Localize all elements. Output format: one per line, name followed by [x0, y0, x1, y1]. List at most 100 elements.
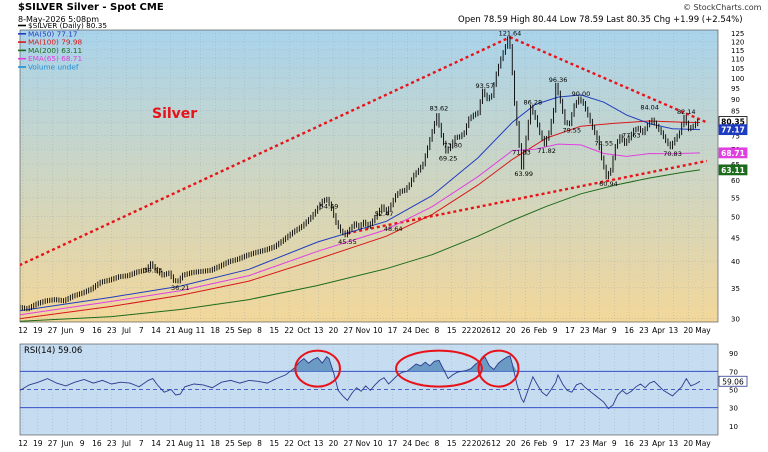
trendline	[347, 159, 708, 235]
rsi-tick-label: 10	[729, 423, 738, 431]
x-tick-label: 8	[257, 439, 262, 448]
legend-label: $SILVER (Daily) 80.35	[28, 21, 107, 30]
ma200-line	[20, 169, 701, 322]
price-tick-label: 100	[731, 75, 744, 83]
moving-averages	[20, 94, 701, 322]
price-tick-label: 95	[731, 85, 740, 93]
ohlc-readout: Open 78.59 High 80.44 Low 78.59 Last 80.…	[458, 15, 743, 25]
price-tick-label: 75	[731, 132, 740, 140]
price-label: 63.99	[514, 170, 533, 178]
x-tick-label: 23	[639, 326, 649, 335]
x-tick-label: 12	[491, 326, 501, 335]
x-tick-label: 16	[92, 326, 102, 335]
rsi-tick-label: 70	[729, 368, 738, 376]
price-tick-label: 110	[731, 56, 744, 64]
x-tick-label: 22	[284, 439, 294, 448]
x-tick-label: 20	[506, 439, 516, 448]
x-tick-label: Dec	[415, 326, 430, 335]
right-badge-label: 68.71	[721, 149, 745, 158]
x-tick-label: 15	[270, 326, 280, 335]
x-tick-label: Jul	[121, 439, 131, 448]
x-tick-label: 22	[462, 439, 472, 448]
x-axis-top: 12 19 27 Jun 9 16 23 Jul 7 14 21 Aug 11 18 25 Sep 8 15 22 O…	[18, 326, 711, 335]
x-tick-label: 27	[48, 439, 58, 448]
price-label: 74.55	[595, 140, 614, 148]
rsi-y-axis: 10 30 50 70 90	[729, 350, 738, 431]
rsi-highlight-circle	[395, 349, 483, 388]
x-tick-label: Mar	[592, 439, 607, 448]
price-label: 77.63	[622, 131, 641, 139]
x-tick-label: 21	[166, 439, 176, 448]
x-tick-label: 10	[373, 326, 383, 335]
x-tick-label: 13	[314, 326, 324, 335]
x-tick-label: 15	[447, 439, 457, 448]
x-tick-label: 9	[80, 439, 85, 448]
price-panel	[19, 29, 719, 323]
x-tick-label: 15	[270, 439, 280, 448]
x-tick-label: 20	[329, 326, 339, 335]
x-tick-label: 9	[612, 326, 617, 335]
x-tick-label: Feb	[534, 439, 548, 448]
rsi-highlight-circle	[477, 349, 520, 388]
x-tick-label: 27	[48, 326, 58, 335]
x-tick-label: 16	[624, 326, 634, 335]
rsi-tick-label: 50	[729, 387, 738, 395]
price-tick-label: 55	[731, 194, 740, 202]
x-tick-label: 8	[435, 439, 440, 448]
x-tick-label: 19	[33, 326, 43, 335]
x-tick-label: 14	[151, 326, 161, 335]
price-label: 48.64	[384, 225, 403, 233]
x-tick-label: 8	[257, 326, 262, 335]
x-tick-label: 25	[225, 439, 235, 448]
x-tick-label: 14	[151, 439, 161, 448]
trendlines	[20, 36, 708, 267]
rsi-line	[20, 355, 701, 410]
x-tick-label: Sep	[238, 439, 252, 448]
price-tick-label: 50	[731, 213, 740, 221]
x-tick-label: Sep	[238, 326, 252, 335]
rsi-highlight-circle	[294, 349, 341, 388]
x-tick-label: 7	[139, 439, 144, 448]
price-label: 79.55	[562, 127, 581, 135]
x-tick-label: 20	[506, 326, 516, 335]
right-badge-box	[718, 147, 748, 159]
x-tick-label: 17	[388, 439, 398, 448]
rsi-circles	[294, 349, 520, 388]
x-tick-label: 12	[18, 439, 28, 448]
right-badge-label: 80.35	[721, 118, 745, 127]
x-tick-label: Jul	[121, 326, 131, 335]
x-tick-label: 23	[580, 326, 590, 335]
ma100-line	[20, 120, 701, 320]
x-tick-label: 17	[565, 439, 575, 448]
rsi-badge-label: 59.06	[722, 377, 744, 386]
price-label: 71.33	[512, 148, 531, 156]
chart-symbol: $SILVER Silver - Spot CME	[18, 2, 164, 13]
price-tick-label: 30	[731, 316, 740, 324]
x-tick-label: 16	[92, 439, 102, 448]
x-tick-label: Apr	[652, 439, 666, 448]
price-label: 71.82	[537, 147, 556, 155]
x-tick-label: May	[695, 326, 711, 335]
x-tick-label: 23	[580, 439, 590, 448]
x-tick-label: 11	[196, 439, 206, 448]
legend-label: MA(50) 77.17	[28, 29, 78, 38]
price-label: 36.21	[171, 284, 190, 292]
x-tick-label: Oct	[297, 326, 310, 335]
x-tick-label: 23	[639, 439, 649, 448]
x-tick-label: 18	[210, 326, 220, 335]
trendline	[20, 36, 511, 267]
price-tick-label: 125	[731, 30, 744, 38]
price-tick-label: 105	[731, 65, 744, 73]
x-tick-label: 20	[329, 439, 339, 448]
x-tick-label: 17	[388, 326, 398, 335]
x-tick-label: 11	[196, 326, 206, 335]
x-tick-label: 15	[447, 326, 457, 335]
x-tick-label: 2026	[472, 326, 491, 335]
x-tick-label: Nov	[356, 439, 371, 448]
x-tick-label: 17	[565, 326, 575, 335]
x-tick-label: Nov	[356, 326, 371, 335]
x-tick-label: Aug	[178, 439, 193, 448]
price-series	[20, 36, 699, 312]
